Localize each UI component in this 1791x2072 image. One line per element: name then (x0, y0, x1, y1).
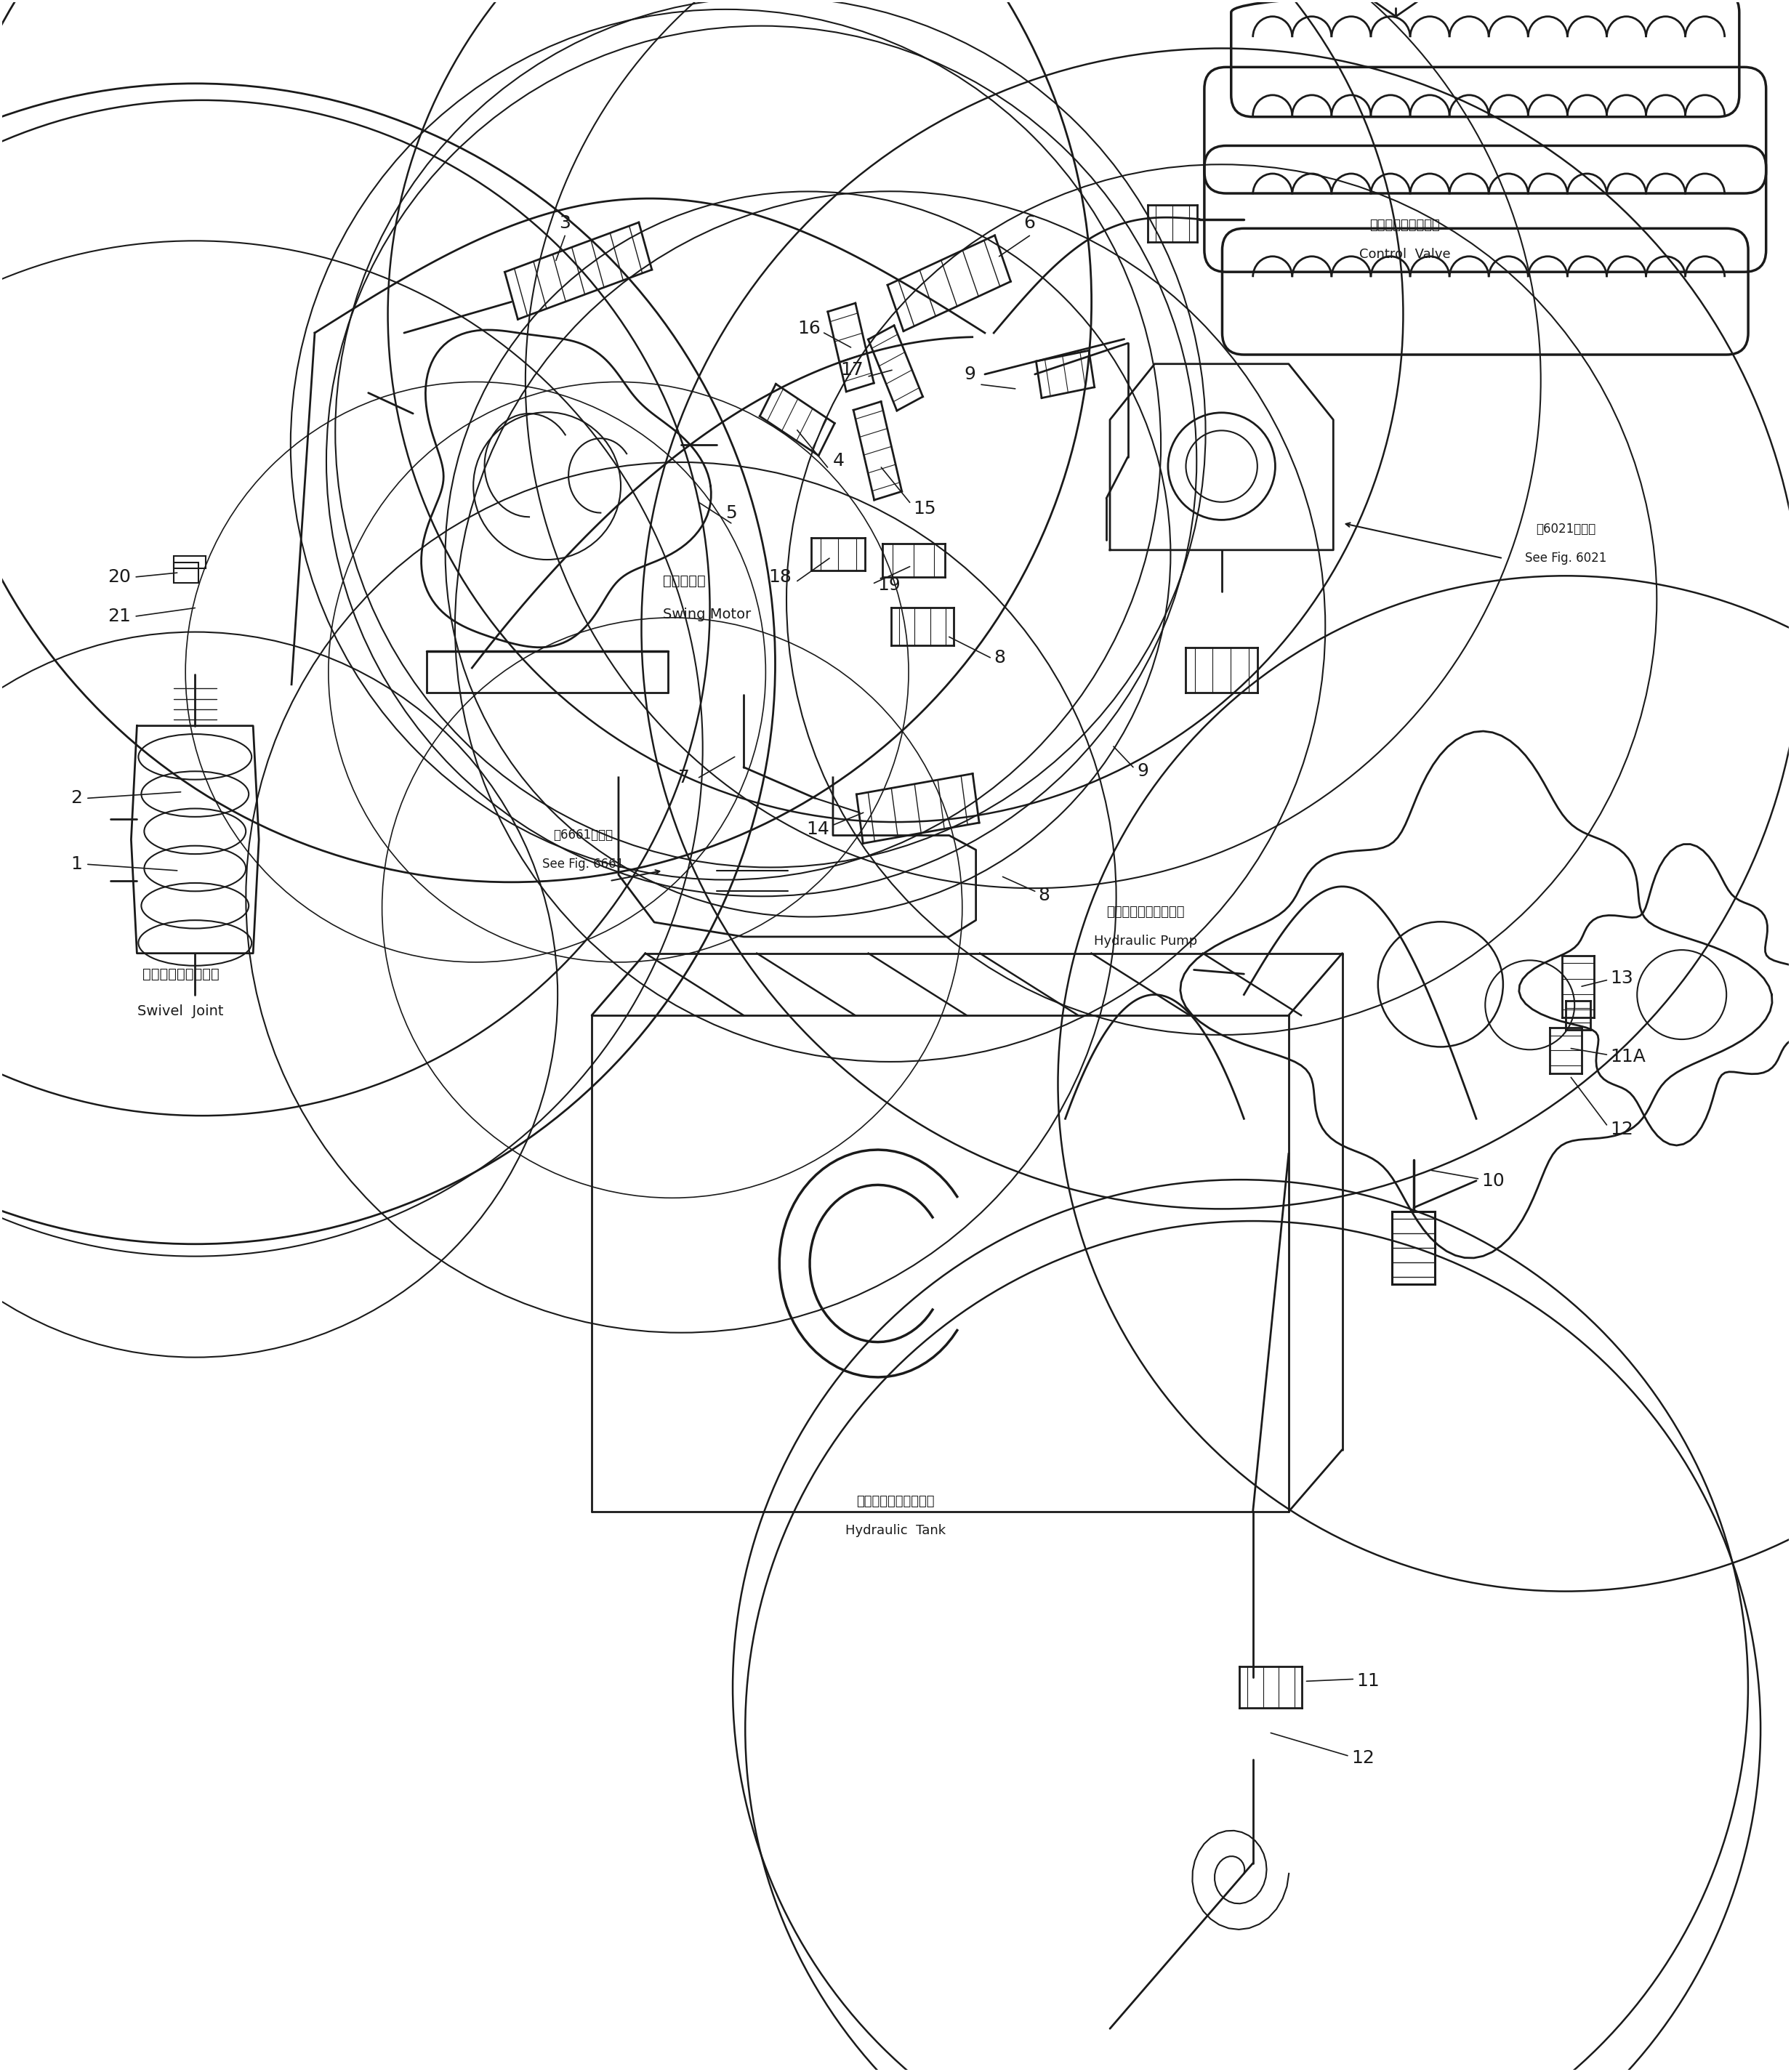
Text: 20: 20 (107, 568, 131, 586)
Text: 11: 11 (1356, 1672, 1379, 1691)
Text: ハイドロリックポンプ: ハイドロリックポンプ (1107, 905, 1184, 918)
Text: 8: 8 (1039, 887, 1050, 903)
Text: 16: 16 (797, 319, 820, 338)
Text: 19: 19 (878, 576, 901, 595)
Text: 旋回モータ: 旋回モータ (663, 574, 706, 588)
Text: 6: 6 (1024, 215, 1035, 232)
Text: 3: 3 (559, 215, 571, 232)
Text: 15: 15 (913, 499, 937, 518)
Text: 1: 1 (72, 856, 82, 872)
Text: Hydraulic  Tank: Hydraulic Tank (845, 1523, 946, 1537)
Text: 12: 12 (1610, 1121, 1633, 1138)
Text: 4: 4 (833, 452, 844, 470)
Text: スイベルジョイント: スイベルジョイント (141, 968, 219, 980)
Text: Control  Valve: Control Valve (1359, 249, 1451, 261)
Text: 9: 9 (964, 365, 976, 383)
Text: 10: 10 (1481, 1173, 1504, 1189)
Text: 2: 2 (72, 789, 82, 806)
Text: Swivel  Joint: Swivel Joint (138, 1005, 224, 1017)
Text: コントロールバルブ: コントロールバルブ (1370, 220, 1440, 232)
Text: Hydraulic Pump: Hydraulic Pump (1094, 934, 1198, 947)
Text: 5: 5 (725, 503, 736, 522)
Bar (174, 555, 206, 568)
Text: 7: 7 (679, 769, 690, 785)
Bar (174, 562, 199, 582)
Text: 12: 12 (1350, 1749, 1374, 1767)
Text: ハイドロリックタンク: ハイドロリックタンク (856, 1494, 935, 1508)
Text: See Fig. 6661: See Fig. 6661 (543, 858, 623, 870)
Text: 11A: 11A (1610, 1048, 1646, 1065)
Text: 9: 9 (1137, 762, 1148, 779)
Text: 17: 17 (840, 361, 863, 379)
Text: 18: 18 (768, 568, 792, 586)
Text: 13: 13 (1610, 970, 1633, 986)
Text: 8: 8 (994, 649, 1005, 667)
Text: 14: 14 (806, 821, 829, 837)
Text: 第6021図参照: 第6021図参照 (1535, 522, 1596, 537)
Text: Swing Motor: Swing Motor (663, 607, 752, 622)
Text: See Fig. 6021: See Fig. 6021 (1524, 551, 1607, 566)
Text: 第6661図参照: 第6661図参照 (553, 829, 613, 841)
Text: 21: 21 (107, 607, 131, 626)
